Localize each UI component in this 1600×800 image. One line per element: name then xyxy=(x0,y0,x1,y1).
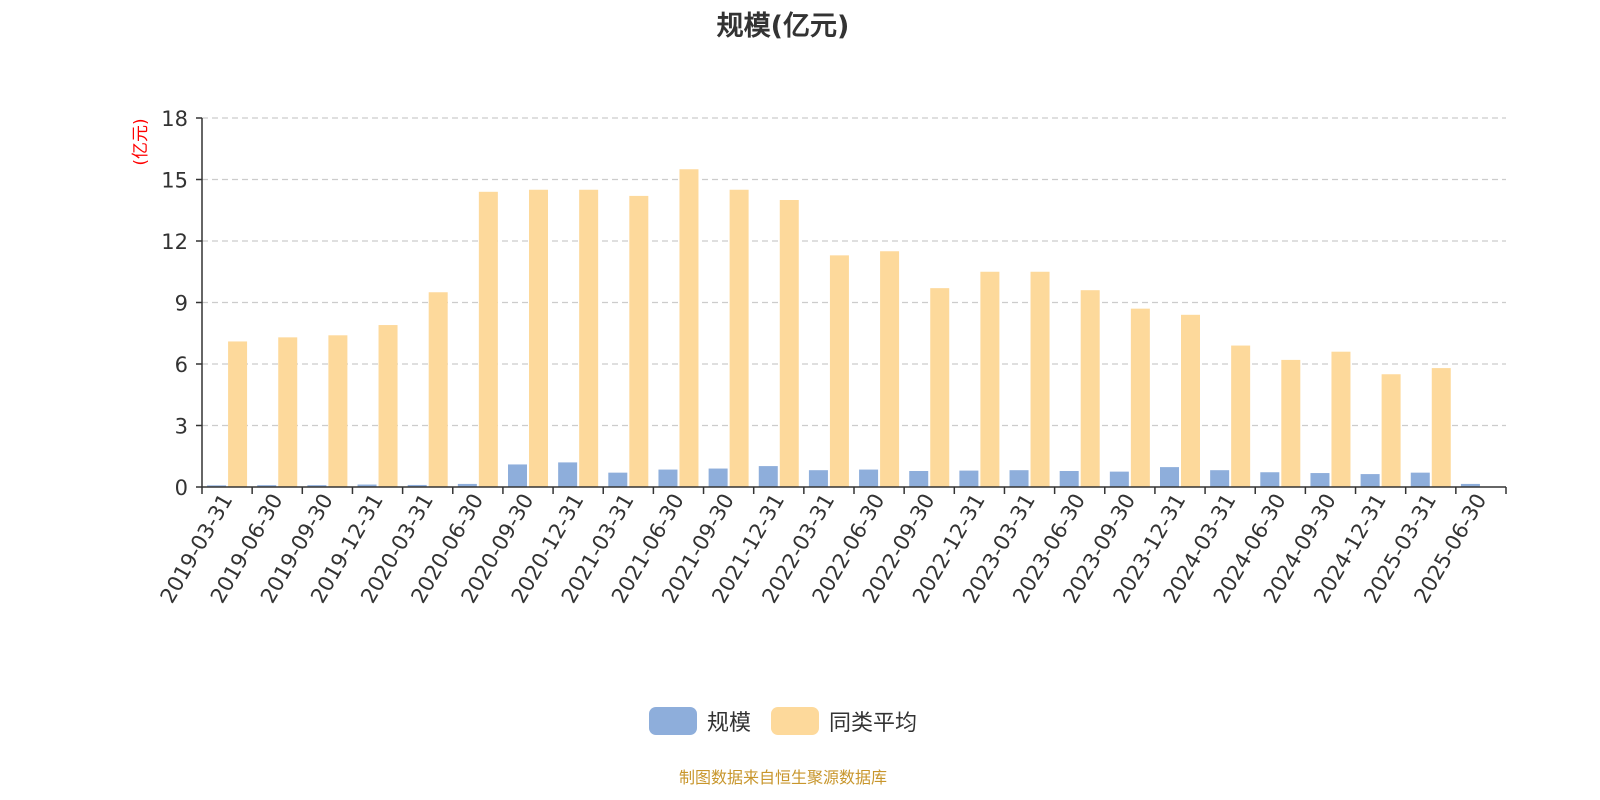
bar-peer-average[interactable] xyxy=(1130,308,1150,487)
bar-peer-average[interactable] xyxy=(278,337,298,487)
bar-peer-average[interactable] xyxy=(579,189,599,487)
bar-scale[interactable] xyxy=(909,471,929,487)
bar-scale[interactable] xyxy=(457,483,477,487)
bar-scale[interactable] xyxy=(508,464,527,487)
legend-swatch-scale xyxy=(648,707,697,735)
bar-peer-average[interactable] xyxy=(1030,271,1050,487)
bar-scale[interactable] xyxy=(558,462,578,487)
bar-scale[interactable] xyxy=(1360,474,1380,487)
bar-scale[interactable] xyxy=(1410,472,1430,487)
source-note: 制图数据来自恒生聚源数据库 xyxy=(678,768,887,787)
bar-peer-average[interactable] xyxy=(779,200,799,487)
bar-scale[interactable] xyxy=(1210,470,1230,487)
bar-scale[interactable] xyxy=(407,484,427,487)
bar-peer-average[interactable] xyxy=(228,341,248,487)
bar-scale[interactable] xyxy=(307,485,327,487)
legend-swatch-peer-average xyxy=(771,707,819,735)
bar-peer-average[interactable] xyxy=(478,191,498,488)
bar-scale[interactable] xyxy=(658,469,678,487)
bar-peer-average[interactable] xyxy=(679,169,699,487)
legend-label-scale: 规模 xyxy=(706,711,751,736)
bar-peer-average[interactable] xyxy=(328,335,348,487)
bar-scale[interactable] xyxy=(1460,483,1480,487)
bar-scale[interactable] xyxy=(708,468,728,487)
y-tick-label: 18 xyxy=(161,107,188,131)
bar-peer-average[interactable] xyxy=(1381,374,1401,487)
bar-peer-average[interactable] xyxy=(930,288,950,487)
bar-peer-average[interactable] xyxy=(729,189,749,487)
bar-peer-average[interactable] xyxy=(880,251,900,487)
bar-scale[interactable] xyxy=(758,466,778,487)
y-tick-label: 0 xyxy=(175,476,188,500)
bar-scale[interactable] xyxy=(1059,471,1079,487)
bar-scale[interactable] xyxy=(257,485,277,487)
legend-item-scale[interactable]: 规模 xyxy=(648,705,751,737)
bar-peer-average[interactable] xyxy=(1281,359,1301,487)
bar-scale[interactable] xyxy=(1109,471,1129,487)
bar-scale[interactable] xyxy=(859,469,879,487)
y-axis-unit-label: (亿元) xyxy=(131,118,151,165)
bar-peer-average[interactable] xyxy=(1231,345,1251,487)
bar-scale[interactable] xyxy=(1310,473,1330,487)
bar-scale[interactable] xyxy=(1160,467,1179,487)
legend-label-peer-average: 同类平均 xyxy=(829,711,918,736)
bars xyxy=(207,169,1480,488)
y-tick-label: 3 xyxy=(175,415,188,439)
bar-peer-average[interactable] xyxy=(629,195,649,487)
bar-chart: 03691215182019-03-312019-06-302019-09-30… xyxy=(131,107,1507,607)
bar-peer-average[interactable] xyxy=(428,292,448,487)
bar-peer-average[interactable] xyxy=(1181,314,1200,487)
bar-peer-average[interactable] xyxy=(980,271,1000,487)
bar-peer-average[interactable] xyxy=(1431,368,1451,487)
y-tick-label: 12 xyxy=(161,230,188,254)
bar-scale[interactable] xyxy=(1009,470,1029,487)
y-tick-label: 9 xyxy=(175,292,188,316)
bar-scale[interactable] xyxy=(357,484,377,487)
legend-item-peer-average[interactable]: 同类平均 xyxy=(771,705,917,737)
bar-peer-average[interactable] xyxy=(1331,351,1351,487)
bar-peer-average[interactable] xyxy=(1080,290,1100,487)
bar-peer-average[interactable] xyxy=(829,255,849,487)
bar-peer-average[interactable] xyxy=(378,325,398,487)
gridlines xyxy=(202,117,1506,427)
y-tick-label: 6 xyxy=(175,353,188,377)
chart-title: 规模(亿元) xyxy=(716,11,850,42)
y-tick-label: 15 xyxy=(161,169,188,193)
bar-scale[interactable] xyxy=(959,470,979,487)
bar-scale[interactable] xyxy=(608,472,628,487)
bar-scale[interactable] xyxy=(207,485,227,487)
bar-peer-average[interactable] xyxy=(529,189,548,487)
bar-scale[interactable] xyxy=(808,470,828,487)
legend: 规模 同类平均 xyxy=(0,705,1566,737)
bar-scale[interactable] xyxy=(1260,472,1280,487)
